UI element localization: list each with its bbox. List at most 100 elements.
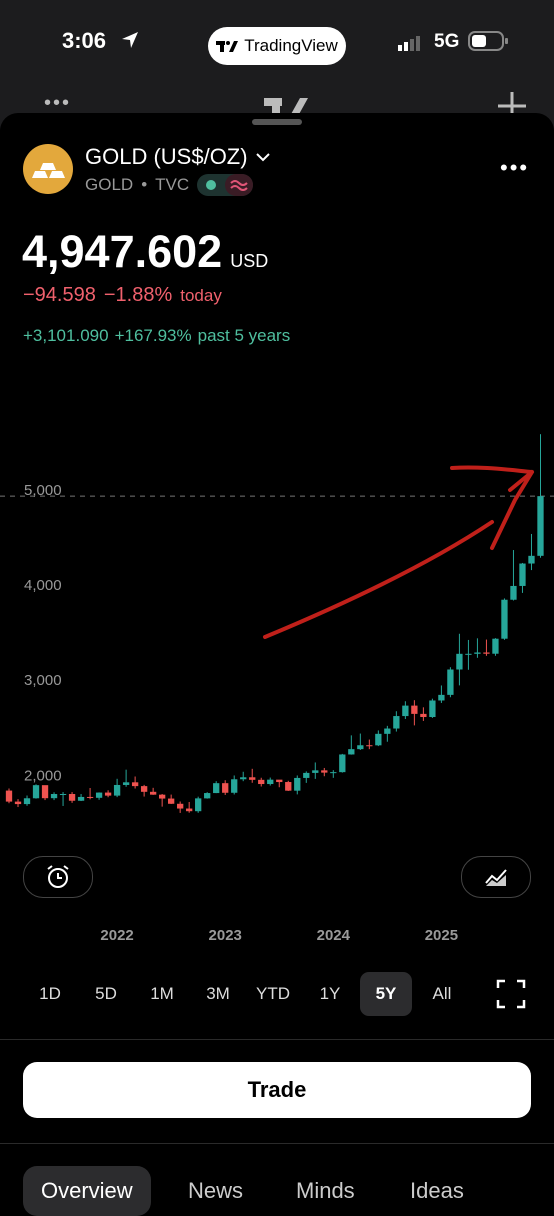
range-option[interactable]: 5D xyxy=(95,984,117,1003)
candle-body xyxy=(483,652,490,654)
y-tick-label: 4,000 xyxy=(24,577,62,594)
candle-body xyxy=(113,784,121,796)
candle-body xyxy=(213,783,220,794)
candle-body xyxy=(375,733,382,746)
symbol-name: GOLD (US$/OZ) xyxy=(85,144,248,169)
candle-body xyxy=(312,770,319,773)
candle-body xyxy=(59,794,67,795)
candle-body xyxy=(528,555,535,564)
candle-body xyxy=(429,700,436,718)
chart-style-button[interactable] xyxy=(461,856,531,898)
candle-body xyxy=(447,669,454,695)
candle-body xyxy=(231,779,238,793)
candle-body xyxy=(384,728,391,734)
tab[interactable]: Overview xyxy=(23,1166,151,1216)
candle-body xyxy=(438,694,445,701)
candle-body xyxy=(465,653,472,655)
candle-body xyxy=(339,754,346,773)
candle-body xyxy=(456,653,463,670)
candle-body xyxy=(303,772,310,778)
candle-body xyxy=(131,782,139,787)
candle-body xyxy=(501,599,508,639)
candle-body xyxy=(285,782,292,791)
price-row: 4,947.602 USD xyxy=(22,226,268,278)
signal-icon xyxy=(398,36,420,51)
tab[interactable]: News xyxy=(188,1178,244,1203)
long-change-row: +3,101.090 +167.93% past 5 years xyxy=(23,326,290,346)
long-change-pct: +167.93% xyxy=(114,326,192,345)
candle-body xyxy=(393,716,400,729)
candle-body xyxy=(492,638,499,654)
long-period: past 5 years xyxy=(197,326,291,345)
change-row: −94.598 −1.88% today xyxy=(23,284,222,307)
candle-body xyxy=(158,794,166,799)
more-back[interactable]: ••• xyxy=(44,92,72,114)
candle-body xyxy=(420,713,427,718)
candle-body xyxy=(321,770,328,773)
annotation-arrow xyxy=(263,465,534,639)
candle-body xyxy=(366,745,373,747)
app-name: TradingView xyxy=(244,36,338,55)
currency: USD xyxy=(230,251,269,271)
range-option[interactable]: 1D xyxy=(39,984,61,1003)
change-pct: −1.88% xyxy=(103,284,173,306)
tab[interactable]: Ideas xyxy=(410,1178,464,1203)
candle-body xyxy=(294,777,301,791)
candle-body xyxy=(240,777,247,780)
symbol-row[interactable]: GOLD (US$/OZ) xyxy=(85,144,270,170)
range-option[interactable]: All xyxy=(432,984,452,1003)
candle-body xyxy=(267,779,274,785)
alert-button[interactable] xyxy=(23,856,93,898)
price: 4,947.602 xyxy=(22,226,223,277)
range-option[interactable]: 1Y xyxy=(319,984,341,1003)
candle-body xyxy=(177,803,184,809)
app-pill[interactable]: TradingView xyxy=(208,27,346,65)
candle-body xyxy=(348,749,355,755)
candle-body xyxy=(23,798,31,805)
range-option[interactable]: YTD xyxy=(256,984,290,1003)
candle-body xyxy=(140,786,148,792)
candle-body xyxy=(519,563,526,586)
candle-body xyxy=(186,808,193,812)
battery-icon xyxy=(468,31,508,51)
range-option[interactable]: 1M xyxy=(150,984,174,1003)
trade-button[interactable]: Trade xyxy=(23,1062,531,1118)
y-tick-label: 2,000 xyxy=(24,767,62,784)
candle-body xyxy=(249,777,256,780)
tab[interactable]: Minds xyxy=(296,1178,355,1203)
candle-body xyxy=(222,783,229,793)
candle-body xyxy=(5,790,13,802)
candle-body xyxy=(122,782,130,785)
candle-body xyxy=(95,792,103,798)
chart-style-icon xyxy=(485,869,507,886)
candle-body xyxy=(330,772,337,774)
candle-body xyxy=(168,798,175,804)
symbol-logo xyxy=(23,144,73,194)
chevron xyxy=(255,153,270,162)
candle-body xyxy=(68,794,76,801)
grabber[interactable] xyxy=(252,119,302,125)
range-option[interactable]: 3M xyxy=(206,984,230,1003)
candle-body xyxy=(104,792,112,796)
status-bar: 3:06 TradingView 5G ••• xyxy=(0,0,554,130)
candle-body xyxy=(32,785,40,799)
x-tick-label: 2025 xyxy=(425,927,458,944)
change-period: today xyxy=(180,286,222,305)
candle-body xyxy=(510,585,517,600)
long-change: +3,101.090 xyxy=(23,326,109,345)
y-tick-label: 5,000 xyxy=(24,482,62,499)
symbol-meta: GOLD • TVC xyxy=(85,174,254,196)
separator: • xyxy=(141,175,148,194)
chart: 2,000 3,000 4,000 5,000 2022 2023 2024 2025 xyxy=(0,434,554,944)
fullscreen-button[interactable] xyxy=(496,979,526,1009)
divider xyxy=(0,1143,554,1144)
candle-body xyxy=(474,652,481,654)
y-tick-label: 3,000 xyxy=(24,672,62,689)
candle-body xyxy=(86,796,94,798)
candle-body xyxy=(14,801,22,805)
x-tick-label: 2023 xyxy=(209,927,242,944)
more-menu[interactable]: ••• xyxy=(500,155,530,180)
clock: 3:06 xyxy=(62,28,107,53)
range-option[interactable]: 5Y xyxy=(360,972,412,1016)
